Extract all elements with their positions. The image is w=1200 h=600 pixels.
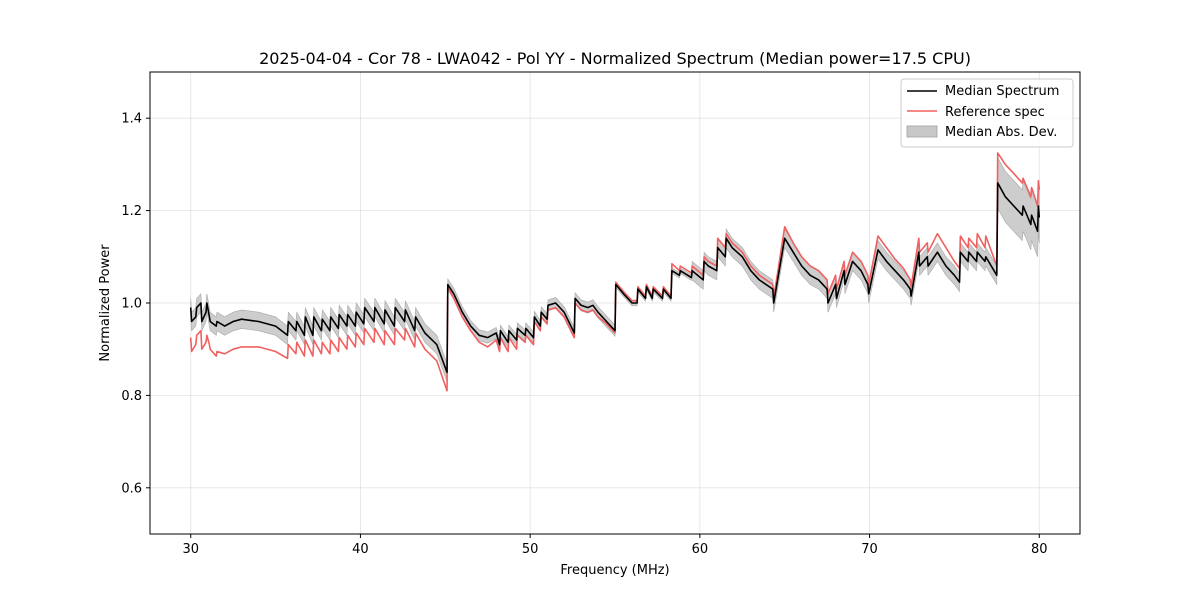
y-tick-label: 0.8 <box>121 389 142 404</box>
x-tick-label: 70 <box>861 542 878 557</box>
y-tick-label: 1.0 <box>121 297 142 312</box>
legend-reference-label: Reference spec <box>945 105 1045 120</box>
legend-median-label: Median Spectrum <box>945 84 1059 99</box>
legend-frame <box>900 78 1074 148</box>
y-tick-label: 1.4 <box>121 112 142 127</box>
reference-spec-line <box>189 152 1041 392</box>
legend-mad-label: Median Abs. Dev. <box>945 125 1057 140</box>
x-tick-label: 50 <box>522 542 539 557</box>
x-tick-label: 40 <box>352 542 369 557</box>
series-layer <box>189 152 1041 392</box>
median-spectrum-line <box>189 182 1041 374</box>
x-tick-label: 80 <box>1031 542 1048 557</box>
tick-layer: 30 40 50 60 70 80 0.6 0.8 1.0 1.2 1.4 <box>121 112 1047 557</box>
legend: Median Spectrum Reference spec Median Ab… <box>900 78 1074 148</box>
chart-title: 2025-04-04 - Cor 78 - LWA042 - Pol YY - … <box>259 49 971 68</box>
x-axis-label: Frequency (MHz) <box>560 563 669 578</box>
y-tick-label: 1.2 <box>121 204 142 219</box>
x-tick-label: 30 <box>182 542 199 557</box>
y-axis-label: Normalized Power <box>98 244 113 362</box>
legend-mad-swatch <box>906 125 938 138</box>
y-tick-label: 0.6 <box>121 481 142 496</box>
x-tick-label: 60 <box>692 542 709 557</box>
